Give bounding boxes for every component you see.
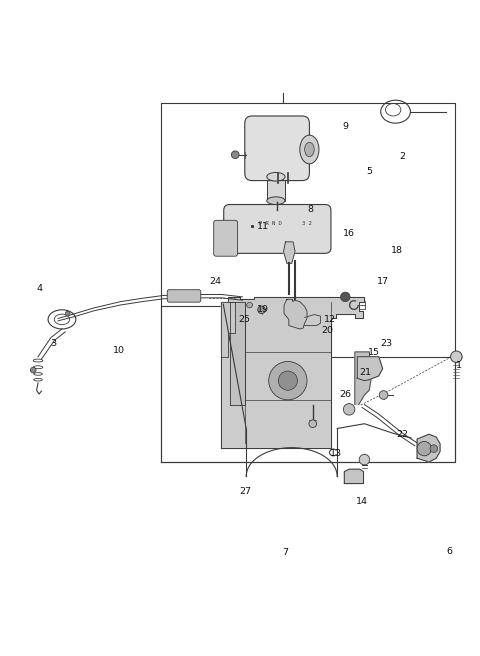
Circle shape	[451, 351, 462, 363]
Circle shape	[430, 445, 438, 453]
Text: 23: 23	[380, 338, 392, 348]
Text: 11: 11	[257, 222, 269, 231]
Text: 4: 4	[37, 284, 43, 293]
Text: 15: 15	[368, 348, 380, 358]
Text: 3 2: 3 2	[302, 221, 312, 226]
Polygon shape	[221, 297, 364, 447]
FancyBboxPatch shape	[267, 176, 285, 201]
Text: 5: 5	[366, 167, 372, 176]
Polygon shape	[344, 469, 363, 483]
Circle shape	[65, 311, 70, 316]
Text: 2: 2	[400, 152, 406, 161]
Ellipse shape	[305, 142, 314, 157]
Polygon shape	[221, 302, 235, 357]
Text: 6: 6	[446, 548, 453, 556]
Polygon shape	[284, 242, 295, 264]
Text: P R N D: P R N D	[259, 221, 282, 226]
Text: 1: 1	[456, 361, 462, 370]
Polygon shape	[355, 352, 372, 405]
Text: 14: 14	[356, 497, 368, 506]
Circle shape	[269, 361, 307, 400]
Text: 20: 20	[321, 326, 333, 335]
Text: 3: 3	[50, 338, 57, 348]
Text: 10: 10	[113, 346, 125, 356]
Circle shape	[258, 306, 265, 314]
Ellipse shape	[267, 197, 285, 205]
Circle shape	[30, 367, 36, 373]
Circle shape	[231, 151, 239, 159]
Text: 18: 18	[391, 246, 403, 255]
Text: 21: 21	[360, 367, 372, 377]
Ellipse shape	[267, 173, 285, 181]
Text: 8: 8	[308, 205, 314, 214]
Text: 22: 22	[397, 430, 409, 439]
Circle shape	[340, 292, 350, 302]
Circle shape	[278, 371, 298, 390]
Polygon shape	[230, 302, 245, 405]
Text: 27: 27	[240, 487, 252, 496]
Polygon shape	[357, 357, 383, 380]
Ellipse shape	[300, 135, 319, 164]
Circle shape	[343, 403, 355, 415]
Text: 24: 24	[209, 277, 221, 285]
Text: 26: 26	[339, 390, 351, 399]
Polygon shape	[417, 434, 440, 462]
FancyBboxPatch shape	[167, 290, 201, 302]
Circle shape	[247, 302, 252, 308]
Circle shape	[379, 391, 388, 400]
FancyBboxPatch shape	[245, 116, 310, 180]
Text: 19: 19	[257, 305, 269, 314]
FancyBboxPatch shape	[214, 220, 238, 256]
Circle shape	[417, 441, 432, 456]
Text: 12: 12	[324, 315, 336, 324]
Polygon shape	[284, 299, 307, 329]
FancyBboxPatch shape	[224, 205, 331, 253]
Circle shape	[309, 420, 317, 428]
Text: 7: 7	[282, 548, 288, 558]
Text: 13: 13	[330, 449, 342, 458]
Text: 25: 25	[238, 315, 250, 324]
Text: 9: 9	[342, 121, 348, 131]
Polygon shape	[305, 315, 321, 325]
Text: 16: 16	[343, 229, 355, 237]
Circle shape	[359, 455, 370, 465]
Text: 17: 17	[377, 277, 389, 285]
